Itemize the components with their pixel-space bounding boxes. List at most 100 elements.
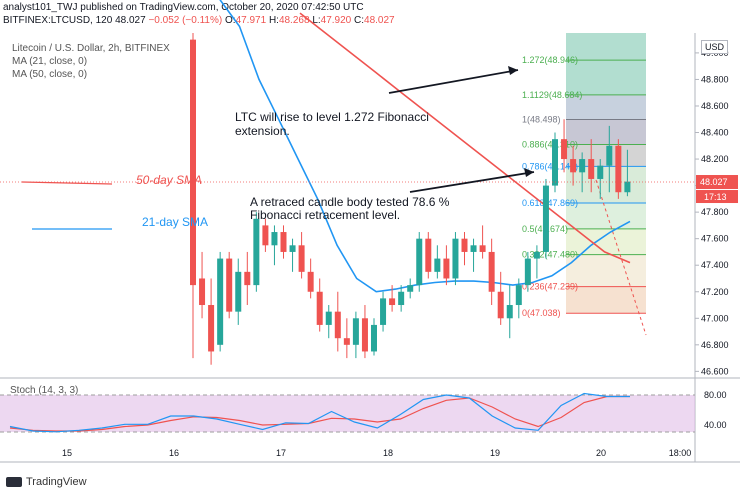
candle-body	[190, 39, 196, 286]
candle	[515, 278, 522, 319]
time-axis[interactable]: 15 16 17 18 19 20 18:00	[0, 448, 740, 463]
stoch-d-line	[9, 395, 630, 432]
price-tick-label: 48.200	[701, 154, 729, 164]
fib-level-label: 1.1129(48.684)	[522, 90, 582, 100]
candle	[334, 291, 341, 352]
candle	[606, 125, 613, 193]
candle-body	[443, 258, 450, 279]
candle	[470, 238, 477, 272]
sma50-label: 50-day SMA	[136, 173, 202, 187]
candle	[298, 232, 305, 279]
candle	[343, 318, 350, 359]
candle-body	[488, 251, 495, 292]
candle	[524, 251, 531, 292]
stoch-k-line	[9, 392, 630, 433]
candle	[497, 271, 504, 325]
last-price: 48.027	[115, 15, 146, 26]
candle	[434, 245, 441, 279]
sma50-legend-line	[21, 181, 113, 185]
currency-button[interactable]: USD	[701, 40, 729, 54]
candle-body	[262, 225, 269, 246]
time-tick-label: 18:00	[669, 448, 692, 458]
fib-level-label: 1(48.498)	[522, 115, 561, 125]
candle	[479, 225, 486, 259]
stoch-pane[interactable]: Stoch (14, 3, 3) 80.00 40.00	[0, 377, 740, 433]
candle-body	[416, 238, 423, 286]
candle-body	[208, 305, 215, 352]
fib-level-label: 0.618(47.869)	[522, 198, 578, 208]
candle	[352, 311, 359, 359]
ma21-line	[219, 0, 631, 293]
candle	[361, 305, 368, 359]
time-tick-label: 15	[62, 448, 72, 458]
candle-body	[398, 291, 405, 306]
sma21-label: 21-day SMA	[142, 215, 208, 229]
ma50-line	[299, 12, 631, 264]
annotations: 50-day SMA 21-day SMA LTC will rise to l…	[21, 66, 535, 230]
time-tick-label: 16	[169, 448, 179, 458]
candle-body	[561, 139, 568, 160]
candles	[190, 33, 631, 365]
time-tick-label: 17	[276, 448, 286, 458]
arrow-retrace	[409, 171, 535, 193]
candle	[226, 251, 233, 319]
candle-body	[524, 258, 531, 286]
candle	[289, 238, 296, 272]
fib-level-label: 1.272(48.946)	[522, 55, 578, 65]
candle	[217, 251, 224, 352]
stoch-label: Stoch (14, 3, 3)	[10, 385, 78, 396]
candle	[615, 139, 622, 199]
fib-band	[566, 202, 646, 229]
candle-body	[226, 258, 233, 312]
fib-level-label: 0.786(48.145)	[522, 161, 578, 171]
price-change: −0.052 (−0.11%)	[148, 15, 223, 26]
candle-body	[244, 271, 251, 286]
tradingview-logo[interactable]: TradingView	[6, 476, 87, 488]
price-tick-label: 47.800	[701, 207, 729, 217]
fib-band	[566, 144, 646, 167]
candle-body	[235, 271, 242, 312]
candle-body	[597, 165, 604, 179]
fib-band	[566, 254, 646, 287]
candle	[316, 278, 323, 332]
candle-body	[570, 159, 577, 173]
footer-brand: TradingView	[26, 476, 87, 488]
legend-ma21: MA (21, close, 0)	[12, 56, 88, 67]
fib-level-label: 0.382(47.480)	[522, 250, 578, 260]
candle	[533, 245, 540, 279]
stoch-tick-label: 80.00	[704, 390, 727, 400]
candle	[506, 285, 513, 339]
candle-body	[199, 278, 206, 306]
price-tick-label: 46.600	[701, 366, 729, 376]
price-badge	[696, 175, 738, 190]
high-value: 48.268	[278, 15, 310, 26]
arrow-head-retrace	[524, 168, 534, 177]
price-tick-label: 47.400	[701, 260, 729, 270]
candle	[561, 119, 568, 173]
candle-body	[579, 159, 586, 173]
candle-body	[316, 291, 323, 325]
fib-band	[566, 286, 646, 314]
candle-body	[217, 258, 224, 345]
fib-target-text-line2: extension.	[235, 124, 290, 138]
candle-body	[434, 258, 441, 272]
candle-body	[497, 291, 504, 319]
price-badge-text: 48.027	[700, 177, 728, 187]
publisher-line: analyst101_TWJ published on TradingView.…	[3, 2, 703, 14]
candle-body	[325, 311, 332, 325]
candle-body	[542, 185, 549, 252]
candle-body	[280, 232, 287, 252]
candle	[407, 278, 414, 299]
candle	[488, 238, 495, 306]
price-tick-label: 47.600	[701, 234, 729, 244]
candle-body	[371, 324, 377, 352]
price-tick-label: 47.200	[701, 287, 729, 297]
fib-level-label: 0.236(47.239)	[522, 282, 578, 292]
candle-body	[506, 305, 513, 319]
stoch-tick-label: 40.00	[704, 420, 727, 430]
ohlc-line: BITFINEX:LTCUSD, 120 48.027 −0.052 (−0.1…	[3, 15, 703, 27]
candle	[208, 278, 215, 365]
price-tick-label: 48.800	[701, 74, 729, 84]
price-tick-label: 47.000	[701, 313, 729, 323]
